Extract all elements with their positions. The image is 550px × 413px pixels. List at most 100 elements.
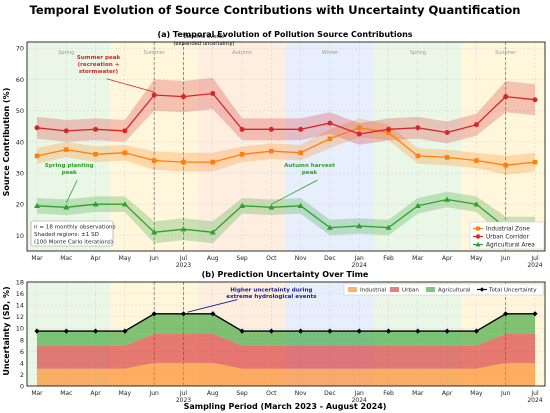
a-band-2 [37, 191, 535, 244]
a-point-2-7 [239, 202, 246, 208]
a-point-0-4 [151, 158, 157, 163]
a-point-0-15 [474, 158, 479, 163]
a-season-band-0 [27, 42, 111, 251]
a-season-label-5: Summer [495, 50, 517, 56]
a-point-0-0 [34, 153, 40, 159]
a-point-1-7 [239, 126, 245, 132]
b-plot-border [26, 281, 546, 387]
a-season-label-4: Spring [410, 50, 426, 56]
b-x-tick-7: Sep [236, 390, 248, 397]
a-point-1-2 [93, 126, 99, 132]
a-y-tick-5: 60 [16, 76, 24, 84]
b-y-tick-3: 6 [20, 348, 24, 356]
b-x-tick-10: Dec [324, 390, 336, 397]
a-x-tick-9: Nov [295, 255, 307, 262]
a-y-tick-1: 20 [16, 201, 24, 209]
a-point-2-14 [444, 196, 451, 202]
b-y-tick-8: 16 [16, 290, 24, 298]
a-point-1-9 [298, 126, 304, 132]
b-x-tick-17: Jul [530, 390, 539, 397]
a-point-2-3 [121, 201, 128, 207]
a-point-1-3 [122, 128, 128, 134]
figure-title: Temporal Evolution of Source Contributio… [30, 3, 521, 17]
a-point-0-16 [503, 162, 509, 168]
a-plot-border [26, 41, 546, 252]
a-x-tick-10: Dec [324, 255, 336, 262]
b-legend [343, 283, 544, 296]
b-total-point-11 [356, 328, 362, 334]
b-x-tick-0: Mar [31, 390, 43, 397]
a-point-2-0 [34, 202, 40, 208]
b-legend-marker-3 [479, 287, 485, 292]
a-y-tick-2: 30 [16, 170, 24, 178]
a-point-1-1 [63, 128, 69, 134]
a-point-2-4 [151, 229, 158, 235]
panel-a-y-axis-label: Source Contribution (%) [2, 88, 11, 197]
b-total-point-1 [63, 328, 69, 334]
a-season-label-2: Autumn [232, 50, 252, 56]
b-total-point-12 [385, 328, 392, 334]
a-point-1-0 [34, 125, 40, 131]
a-point-0-12 [386, 130, 391, 135]
b-total-point-16 [503, 311, 509, 317]
b-x-tick-14: Apr [442, 390, 453, 397]
a-x-tick-7: Sep [236, 255, 248, 262]
a-point-1-11 [356, 131, 362, 137]
b-y-tick-2: 4 [20, 359, 24, 367]
a-legend-marker-0 [476, 226, 480, 231]
b-legend-label-2: Agricultural [438, 288, 471, 294]
a-annotation-arrow-2 [271, 179, 318, 205]
a-annotation-text-1-0: Spring planting [45, 163, 94, 169]
a-annotation-text-3-0: Extreme events [183, 34, 224, 40]
b-total-point-9 [298, 328, 304, 334]
a-point-2-6 [209, 229, 216, 235]
a-season-label-0: Spring [58, 50, 74, 56]
b-area-0 [37, 362, 535, 386]
b-total-point-10 [327, 328, 333, 334]
b-y-tick-6: 12 [16, 313, 24, 321]
b-total-point-13 [415, 328, 421, 334]
a-legend-label-1: Urban Corridor [486, 235, 529, 241]
b-x-tick-4: Jun [148, 390, 159, 397]
a-point-0-11 [356, 125, 362, 131]
a-season-band-5 [461, 42, 545, 251]
a-x-tick-17: Jul [530, 255, 539, 262]
a-x-tick-14: Apr [442, 255, 453, 262]
a-point-2-9 [297, 202, 304, 208]
a-x-tick-3: May [119, 255, 132, 262]
a-x-tick-year-11: 2024 [352, 262, 367, 269]
b-total-point-14 [444, 328, 450, 334]
a-point-0-14 [444, 155, 450, 160]
a-legend-label-0: Industrial Zone [486, 227, 530, 233]
a-point-1-6 [210, 90, 216, 96]
b-x-tick-16: Jun [500, 390, 511, 397]
b-x-tick-15: May [470, 390, 483, 397]
b-annotation-text-1: extreme hydrological events [226, 294, 317, 300]
a-x-tick-6: Aug [207, 255, 219, 262]
a-annotation-text-0-0: Summer peak [77, 55, 121, 61]
b-total-line [37, 313, 535, 332]
a-x-tick-2: Apr [90, 255, 101, 262]
a-point-0-7 [239, 151, 245, 157]
a-y-tick-6: 70 [16, 45, 24, 53]
a-x-tick-13: Mar [412, 255, 424, 262]
a-line-2 [36, 198, 535, 233]
b-total-point-5 [180, 311, 187, 317]
a-x-tick-12: Feb [383, 255, 394, 262]
a-x-tick-4: Jun [148, 255, 159, 262]
a-point-2-15 [473, 201, 480, 207]
b-x-tick-12: Feb [383, 390, 394, 397]
b-x-tick-year-11: 2024 [352, 397, 367, 404]
b-x-tick-8: Oct [266, 390, 277, 397]
a-point-1-13 [415, 125, 421, 131]
a-point-1-4 [151, 92, 157, 98]
a-info-box [30, 220, 114, 247]
a-point-1-17 [532, 97, 538, 103]
a-season-label-1: Summer [144, 50, 166, 56]
b-total-point-15 [473, 328, 479, 334]
b-annotation-text-0: Higher uncertainty during [230, 288, 312, 294]
b-total-point-6 [210, 311, 216, 317]
a-point-2-13 [414, 202, 421, 208]
